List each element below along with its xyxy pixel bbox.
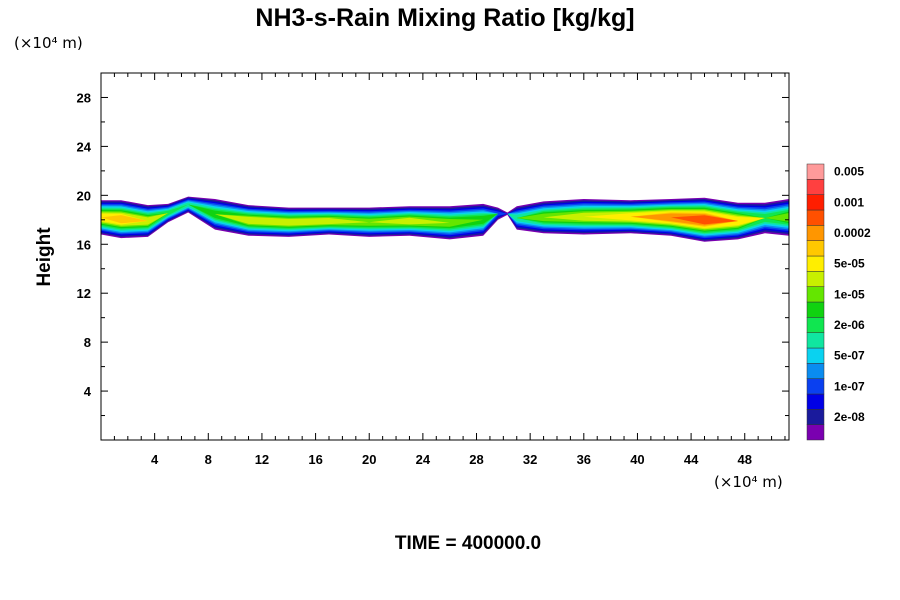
colorbar-swatch — [806, 363, 825, 379]
colorbar-label: 1e-07 — [834, 379, 865, 393]
y-tick-label: 28 — [77, 90, 91, 105]
y-tick-label: 4 — [84, 384, 92, 399]
y-unit-label: (×10⁴ m) — [14, 34, 83, 52]
colorbar-label: 1e-05 — [834, 287, 865, 301]
colorbar-swatch — [806, 347, 825, 364]
colorbar-swatch — [806, 240, 825, 257]
colorbar-label: 2e-06 — [834, 318, 865, 332]
colorbar-swatch — [806, 286, 825, 303]
x-tick-label: 16 — [308, 452, 322, 467]
colorbar-swatch — [806, 301, 825, 318]
colorbar-swatch — [806, 179, 825, 195]
colorbar-swatch — [806, 225, 825, 241]
x-tick-label: 48 — [738, 452, 752, 467]
colorbar: 2e-08 1e-07 5e-07 2e-06 1e-05 5e-05 0.0002 0.00… — [806, 163, 871, 441]
colorbar-swatch — [806, 271, 825, 287]
colorbar-label: 2e-08 — [834, 410, 865, 424]
x-tick-label: 36 — [577, 452, 591, 467]
colorbar-swatch — [806, 194, 825, 211]
y-axis: 4 8 12 16 20 24 28 — [77, 90, 789, 417]
colorbar-label: 5e-05 — [834, 257, 865, 271]
colorbar-label: 0.0002 — [834, 226, 871, 240]
chart-title: NH3-s-Rain Mixing Ratio [kg/kg] — [255, 4, 634, 32]
colorbar-label: 5e-07 — [834, 349, 865, 363]
plot-frame — [100, 72, 790, 441]
colorbar-label: 0.005 — [834, 165, 864, 179]
colorbar-swatch — [806, 409, 825, 425]
colorbar-swatch — [806, 209, 825, 226]
colorbar-swatch — [806, 424, 825, 441]
x-tick-label: 32 — [523, 452, 537, 467]
y-tick-label: 20 — [77, 188, 91, 203]
contour-band-level-14 — [101, 204, 789, 225]
colorbar-label: 0.001 — [834, 195, 864, 209]
y-tick-label: 16 — [77, 237, 91, 252]
y-tick-label: 8 — [84, 335, 91, 350]
x-tick-label: 24 — [416, 452, 431, 467]
x-tick-label: 20 — [362, 452, 376, 467]
x-tick-label: 28 — [469, 452, 483, 467]
x-unit-label: (×10⁴ m) — [714, 473, 783, 491]
x-tick-label: 40 — [630, 452, 644, 467]
y-tick-label: 12 — [77, 286, 91, 301]
colorbar-swatch — [806, 378, 825, 395]
x-tick-label: 12 — [255, 452, 269, 467]
x-tick-label: 44 — [684, 452, 699, 467]
time-label: TIME = 400000.0 — [395, 533, 541, 554]
contour-band-level-10 — [101, 204, 789, 230]
x-tick-label: 8 — [205, 452, 212, 467]
colorbar-swatch — [806, 255, 825, 272]
y-axis-label: Height — [34, 227, 55, 287]
mixing-ratio-field — [101, 196, 789, 242]
y-tick-label: 24 — [77, 139, 92, 154]
colorbar-swatch — [806, 393, 825, 410]
x-tick-label: 4 — [151, 452, 159, 467]
colorbar-swatch — [806, 332, 825, 349]
colorbar-swatch — [806, 163, 825, 180]
colorbar-swatch — [806, 317, 825, 333]
x-axis: 4 8 12 16 20 24 28 32 36 40 44 48 — [113, 73, 786, 467]
